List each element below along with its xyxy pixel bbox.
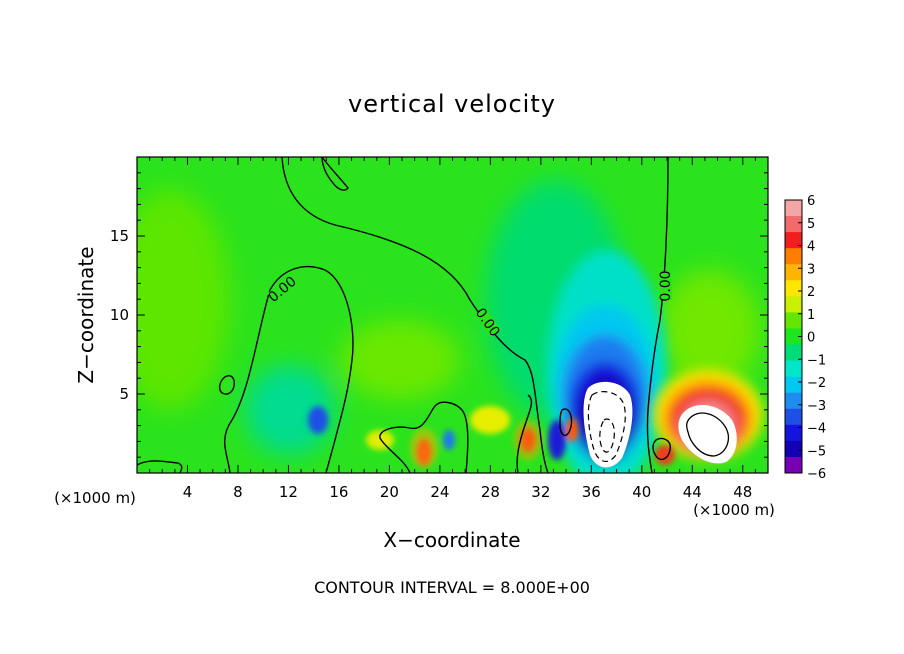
colorbar-swatch	[785, 280, 802, 297]
colorbar-label: 5	[807, 217, 815, 232]
y-tick-label: 10	[110, 306, 129, 324]
colorbar-swatch	[785, 376, 802, 394]
weak-updraft-mid	[340, 320, 460, 400]
colorbar-swatch	[785, 424, 802, 442]
colorbar-swatch	[785, 264, 802, 281]
cell-updraft-22-halo	[410, 428, 438, 468]
zero-contour-lower-right	[516, 394, 533, 473]
zero-contour-x41	[652, 437, 671, 461]
cell-updraft-30-halo	[514, 420, 542, 460]
colorbar-label: 3	[807, 262, 815, 277]
saturated-updraft-core	[678, 405, 737, 464]
colorbar-label: −5	[807, 444, 826, 459]
zero-contour-bottom-left	[137, 460, 183, 473]
zero-contour-left-lobe	[223, 266, 354, 473]
x-tick-label: 36	[582, 483, 601, 501]
cell-downdraft-24	[443, 430, 455, 450]
y-tick-label: 5	[119, 385, 129, 403]
contour-label-bg-3	[659, 272, 672, 300]
weak-updraft-left	[137, 190, 230, 410]
colorbar-swatch	[785, 248, 802, 265]
colorbar-swatch	[785, 200, 802, 217]
x-tick-label: 44	[683, 483, 702, 501]
zero-contour-top-blob	[321, 157, 349, 191]
plot-area: 0.00 0.00 0.00	[137, 157, 768, 473]
chart-title: vertical velocity	[348, 90, 556, 118]
zero-contour-right	[646, 157, 669, 473]
cell-downdraft-14	[308, 406, 328, 434]
colorbar-label: 0	[807, 331, 815, 346]
y-tick-label: 15	[110, 227, 129, 245]
colorbar-swatch	[785, 296, 802, 313]
colorbar: 6 5 4 3 2 1 0 −1 −2 −3 −4 −5 −6	[784, 194, 826, 482]
zero-contour-lower-middle	[379, 401, 469, 473]
colorbar-swatch	[785, 408, 802, 426]
contour-label-bg-2	[474, 307, 501, 338]
x-unit-label-left: (×1000 m)	[54, 489, 136, 507]
x-tick-label: 24	[430, 483, 449, 501]
colorbar-swatch	[785, 344, 802, 362]
weak-downdraft-mid	[245, 365, 335, 455]
cell-updraft-18	[366, 430, 394, 450]
x-tick-label: 16	[329, 483, 348, 501]
zero-contour-x34	[559, 408, 573, 437]
colorbar-label: 1	[807, 308, 815, 323]
x-tick-label: 48	[733, 483, 752, 501]
x-tick-label: 40	[632, 483, 651, 501]
colorbar-swatch	[785, 392, 802, 410]
colorbar-swatch	[785, 328, 802, 346]
weak-updraft-right	[660, 270, 760, 390]
positive-contour	[686, 412, 729, 457]
colorbar-label: 4	[807, 240, 815, 255]
contour-interval-label: CONTOUR INTERVAL = 8.000E+00	[314, 578, 590, 597]
colorbar-swatch	[785, 360, 802, 378]
contour-label-bg-1	[267, 275, 298, 304]
colorbar-swatch	[785, 232, 802, 249]
negative-contour-inner	[599, 418, 615, 453]
x-tick-label: 20	[380, 483, 399, 501]
x-tick-label: 32	[531, 483, 550, 501]
saturated-downdraft-core	[583, 381, 633, 468]
colorbar-label: 6	[807, 194, 815, 209]
cell-downdraft-34	[548, 420, 566, 460]
x-tick-label: 8	[233, 483, 243, 501]
y-axis-label: Z−coordinate	[74, 246, 98, 383]
colorbar-swatch	[785, 440, 802, 458]
colorbar-swatch	[785, 456, 802, 474]
colorbar-label: −2	[807, 376, 826, 391]
cell-updraft-28	[470, 406, 510, 434]
colorbar-label: −4	[807, 422, 826, 437]
x-axis-label: X−coordinate	[383, 528, 520, 552]
x-tick-label: 28	[481, 483, 500, 501]
colorbar-label: −3	[807, 399, 826, 414]
cell-updraft-34	[566, 418, 578, 442]
colorbar-swatch	[785, 312, 802, 329]
colorbar-label: −1	[807, 353, 826, 368]
colorbar-label: −6	[807, 467, 826, 482]
cell-updraft-41	[655, 445, 675, 465]
x-unit-label-right: (×1000 m)	[693, 501, 775, 519]
zero-contour-small-loop	[218, 375, 236, 395]
x-tick-label: 12	[279, 483, 298, 501]
colorbar-label: 2	[807, 285, 815, 300]
contour-label-3: 0.00	[658, 270, 674, 301]
x-tick-label: 4	[183, 483, 193, 501]
colorbar-swatch	[785, 216, 802, 233]
